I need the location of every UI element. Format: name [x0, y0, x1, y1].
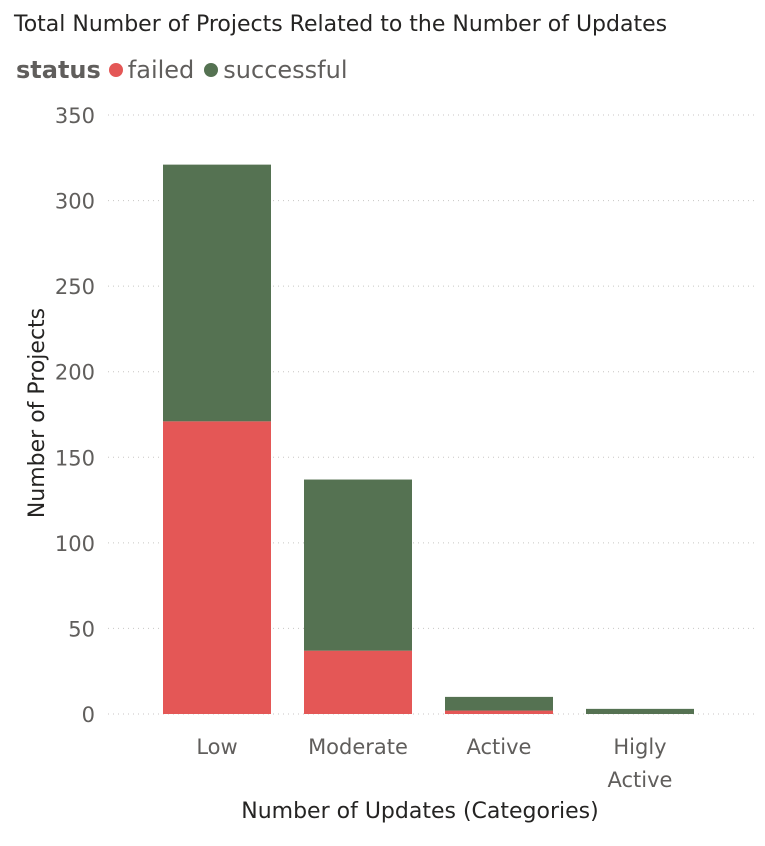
legend-item-failed[interactable]: failed	[108, 56, 195, 84]
y-tick-label: 0	[82, 703, 95, 727]
y-tick-label: 100	[55, 532, 95, 556]
bar-failed[interactable]	[445, 710, 553, 714]
x-tick-label: Active	[467, 735, 532, 759]
legend: status failed successful	[16, 56, 358, 84]
y-tick-label: 200	[55, 361, 95, 385]
bar-failed[interactable]	[304, 650, 412, 714]
x-tick-label: Higly Active	[608, 735, 673, 792]
chart-title: Total Number of Projects Related to the …	[14, 12, 668, 37]
legend-title: status	[16, 56, 101, 84]
legend-marker-successful	[204, 63, 219, 77]
bars	[163, 164, 694, 714]
y-tick-label: 150	[55, 446, 95, 470]
legend-label-failed: failed	[127, 56, 195, 84]
legend-item-successful[interactable]: successful	[204, 56, 348, 84]
bar-successful[interactable]	[163, 164, 271, 422]
bar-successful[interactable]	[445, 696, 553, 711]
bar-failed[interactable]	[163, 421, 271, 714]
y-tick-label: 350	[55, 104, 95, 128]
legend-label-successful: successful	[223, 56, 348, 84]
legend-marker-failed	[108, 63, 123, 77]
x-tick-label: Moderate	[308, 735, 408, 759]
y-axis-ticks: 0 50 100 150 200 250 300 350	[55, 104, 95, 727]
x-tick-label: Low	[196, 735, 237, 759]
bar-successful[interactable]	[304, 479, 412, 651]
bar-successful[interactable]	[586, 708, 694, 714]
x-axis-ticks: Low Moderate Active Higly Active	[196, 735, 672, 792]
y-tick-label: 250	[55, 275, 95, 299]
x-axis-title: Number of Updates (Categories)	[241, 799, 598, 824]
y-tick-label: 300	[55, 190, 95, 214]
y-tick-label: 50	[68, 617, 95, 641]
y-axis-title: Number of Projects	[25, 308, 50, 518]
